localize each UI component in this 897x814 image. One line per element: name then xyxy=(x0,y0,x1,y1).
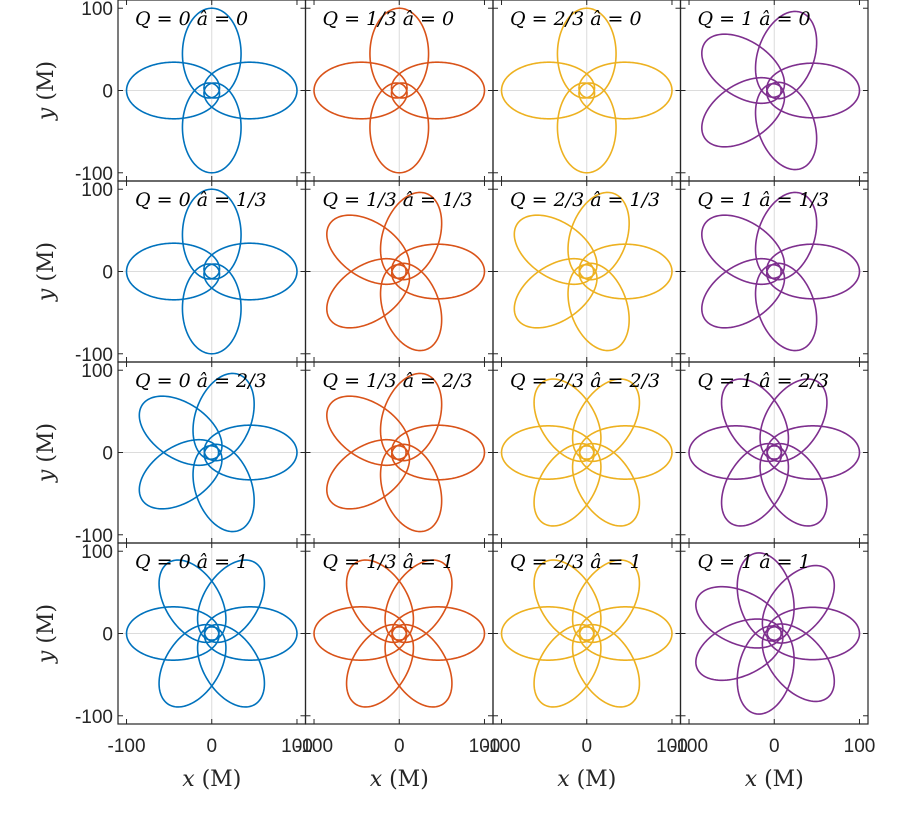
orbit-series-r1-c1 xyxy=(326,191,486,352)
panel-r1-c2: Q = 2/3 â = 1/3 xyxy=(492,180,682,363)
y-tick-label: 100 xyxy=(81,542,113,563)
y-tick-label: 100 xyxy=(81,180,113,201)
orbit-series-r0-c2 xyxy=(500,7,673,174)
x-axis-title: x (M) xyxy=(370,767,429,792)
x-tick-label: -100 xyxy=(670,736,708,757)
panel-r2-c1: Q = 1/3 â = 2/3 xyxy=(304,361,494,544)
x-axis-title: x (M) xyxy=(745,767,804,792)
y-tick-label: 0 xyxy=(102,82,113,103)
orbit-series-r3-c3 xyxy=(695,552,861,715)
panel-label: Q = 2/3 â = 2/3 xyxy=(510,370,660,392)
panel-r3-c0: Q = 0 â = 1 xyxy=(117,542,307,725)
x-tick-label: 0 xyxy=(581,736,592,757)
panel-r2-c2: Q = 2/3 â = 2/3 xyxy=(492,361,682,544)
y-tick-label: 100 xyxy=(81,0,113,20)
panel-r0-c3: Q = 1 â = 0 xyxy=(679,0,869,182)
panel-r1-c1: Q = 1/3 â = 1/3 xyxy=(304,180,494,363)
panel-label: Q = 1/3 â = 0 xyxy=(323,8,455,30)
orbit-series-r1-c0 xyxy=(125,188,298,355)
x-tick-label: 0 xyxy=(394,736,405,757)
panel-label: Q = 1/3 â = 1/3 xyxy=(323,189,473,211)
panel-label: Q = 0 â = 1/3 xyxy=(135,189,267,211)
panel-label: Q = 0 â = 1 xyxy=(135,551,248,573)
panel-r2-c0: Q = 0 â = 2/3 xyxy=(117,361,307,544)
panel-label: Q = 1 â = 1 xyxy=(698,551,811,573)
panel-r0-c1: Q = 1/3 â = 0 xyxy=(304,0,494,182)
panel-label: Q = 1/3 â = 2/3 xyxy=(323,370,473,392)
panel-r0-c2: Q = 2/3 â = 0 xyxy=(492,0,682,182)
panels: Q = 0 â = 0 Q = 1/3 â = 0 Q = 2/3 â = 0 Q =… xyxy=(117,0,869,725)
y-tick-label: -100 xyxy=(75,707,113,728)
orbit-series-r3-c0 xyxy=(125,559,298,708)
orbit-series-r1-c3 xyxy=(701,191,861,352)
panel-label: Q = 0 â = 2/3 xyxy=(135,370,267,392)
x-axis-title: x (M) xyxy=(557,767,616,792)
orbit-series-r1-c2 xyxy=(513,191,673,352)
x-tick-label: 100 xyxy=(844,736,876,757)
x-tick-label: 100 xyxy=(281,736,313,757)
panel-label: Q = 2/3 â = 0 xyxy=(510,8,642,30)
y-tick-label: 0 xyxy=(102,444,113,465)
panel-r3-c3: Q = 1 â = 1 xyxy=(679,542,869,725)
y-axis-title: y (M) xyxy=(34,61,59,121)
y-axis-title: y (M) xyxy=(34,242,59,302)
x-tick-label: 0 xyxy=(769,736,780,757)
panel-r0-c0: Q = 0 â = 0 xyxy=(117,0,307,182)
y-axis-title: y (M) xyxy=(34,423,59,483)
y-tick-label: 100 xyxy=(81,361,113,382)
x-tick-label: -100 xyxy=(108,736,146,757)
orbit-series-r2-c2 xyxy=(500,378,673,527)
orbit-series-r0-c0 xyxy=(125,7,298,174)
x-tick-label: -100 xyxy=(295,736,333,757)
panel-label: Q = 1 â = 2/3 xyxy=(698,370,830,392)
panel-r3-c1: Q = 1/3 â = 1 xyxy=(304,542,494,725)
y-axis-title: y (M) xyxy=(34,604,59,664)
y-tick-label: -100 xyxy=(75,345,113,366)
x-tick-label: 100 xyxy=(656,736,688,757)
orbit-series-r3-c2 xyxy=(500,559,673,708)
x-tick-label: 0 xyxy=(206,736,217,757)
panel-r1-c3: Q = 1 â = 1/3 xyxy=(679,180,869,363)
orbit-series-r2-c0 xyxy=(138,372,298,533)
y-tick-label: 0 xyxy=(102,263,113,284)
orbit-series-r2-c1 xyxy=(326,372,486,533)
y-tick-label: 0 xyxy=(102,625,113,646)
y-tick-label: -100 xyxy=(75,164,113,185)
orbit-series-r0-c1 xyxy=(313,7,486,174)
panel-r2-c3: Q = 1 â = 2/3 xyxy=(679,361,869,544)
panel-label: Q = 2/3 â = 1 xyxy=(510,551,642,573)
panel-r1-c0: Q = 0 â = 1/3 xyxy=(117,180,307,363)
orbit-series-r2-c3 xyxy=(688,378,861,527)
panel-label: Q = 1 â = 1/3 xyxy=(698,189,830,211)
orbit-series-r0-c3 xyxy=(701,10,861,171)
panel-label: Q = 0 â = 0 xyxy=(135,8,248,30)
x-tick-label: -100 xyxy=(483,736,521,757)
y-tick-label: -100 xyxy=(75,526,113,547)
x-axis-title: x (M) xyxy=(182,767,241,792)
orbit-series-r3-c1 xyxy=(313,559,486,708)
panel-label: Q = 1 â = 0 xyxy=(698,8,811,30)
panel-label: Q = 2/3 â = 1/3 xyxy=(510,189,660,211)
panel-r3-c2: Q = 2/3 â = 1 xyxy=(492,542,682,725)
x-axis-labels: -100 0 100 x (M) -100 0 100 x (M) -100 0 100 x (M) -… xyxy=(108,736,876,792)
y-axis-labels: -100 0 100 y (M) -100 0 100 y (M) -100 0 100 y (M) -… xyxy=(34,0,113,728)
panel-label: Q = 1/3 â = 1 xyxy=(323,551,455,573)
x-tick-label: 100 xyxy=(469,736,501,757)
